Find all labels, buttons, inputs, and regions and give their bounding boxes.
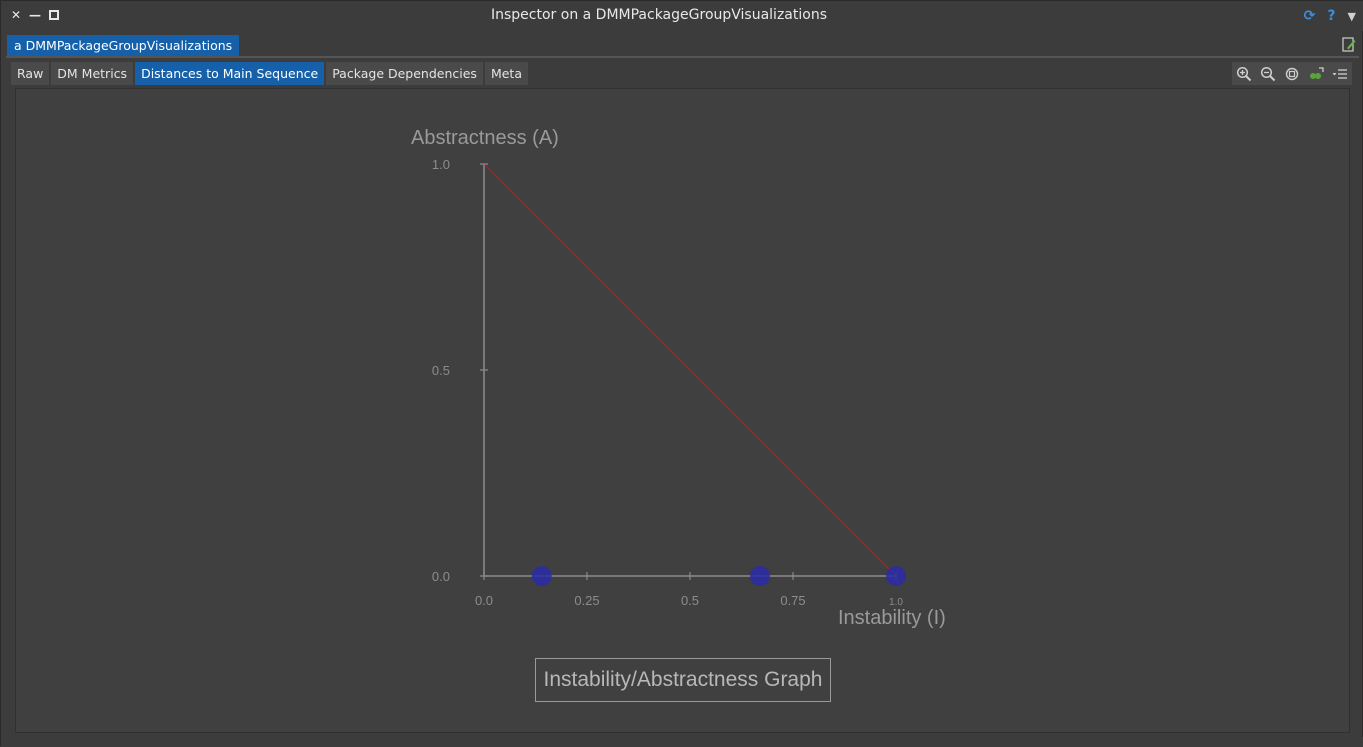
tab-strip-divider — [6, 56, 1359, 58]
main-sequence-line — [483, 163, 897, 577]
zoom-fit-icon[interactable] — [1284, 66, 1300, 82]
x-tick-label: 1.0 — [889, 597, 903, 608]
inspector-tab-strip: a DMMPackageGroupVisualizations — [6, 34, 1359, 56]
x-tick-label: 0.5 — [681, 593, 699, 608]
zoom-in-icon[interactable] — [1236, 66, 1252, 82]
zoom-out-icon[interactable] — [1260, 66, 1276, 82]
window-bottom-edge — [1, 737, 1363, 747]
tab-distances-to-main-sequence[interactable]: Distances to Main Sequence — [135, 62, 325, 85]
x-axis-label: Instability (I) — [838, 607, 946, 629]
title-bar: ✕ — Inspector on a DMMPackageGroupVisual… — [1, 1, 1363, 31]
refresh-icon[interactable]: ⟳ — [1303, 8, 1316, 24]
export-icon[interactable] — [1308, 66, 1324, 82]
visualization-canvas[interactable]: Abstractness (A) Instability (I) 1.0 0.5 0… — [15, 88, 1350, 733]
tab-dm-metrics[interactable]: DM Metrics — [51, 62, 134, 85]
minimize-button[interactable]: — — [29, 8, 41, 22]
canvas-toolbar — [1232, 62, 1352, 85]
y-tick-label: 0.5 — [432, 363, 450, 378]
graph-title-button[interactable]: Instability/Abstractness Graph — [535, 658, 831, 702]
x-tick-label: 0.25 — [574, 593, 599, 608]
data-point — [531, 566, 552, 586]
y-tick-label: 1.0 — [432, 157, 450, 172]
window-actions: ⟳ ? ▼ — [1304, 8, 1356, 24]
data-point — [886, 566, 906, 586]
tab-meta[interactable]: Meta — [484, 62, 528, 85]
plot-area: 1.0 0.5 0.0 0.0 0.25 0.5 0.75 1.0 — [432, 157, 906, 608]
maximize-icon — [49, 10, 59, 20]
maximize-button[interactable] — [47, 8, 61, 22]
help-icon[interactable]: ? — [1327, 8, 1336, 24]
tab-package-dependencies[interactable]: Package Dependencies — [326, 62, 483, 85]
data-point — [750, 566, 771, 586]
window-title: Inspector on a DMMPackageGroupVisualizat… — [491, 7, 827, 23]
menu-icon[interactable] — [1332, 66, 1348, 82]
x-tick-label: 0.75 — [780, 593, 805, 608]
x-tick-label: 0.0 — [475, 593, 493, 608]
y-axis-label: Abstractness (A) — [411, 127, 559, 149]
close-button[interactable]: ✕ — [10, 8, 22, 22]
window-menu-icon[interactable]: ▼ — [1347, 9, 1356, 23]
view-tabs: Raw DM Metrics Distances to Main Sequenc… — [11, 62, 528, 85]
instability-abstractness-chart: Abstractness (A) Instability (I) 1.0 0.5 0… — [411, 127, 946, 629]
y-tick-label: 0.0 — [432, 569, 450, 584]
inspector-object-tab[interactable]: a DMMPackageGroupVisualizations — [7, 35, 240, 56]
tab-raw[interactable]: Raw — [11, 62, 50, 85]
edit-icon[interactable] — [1342, 37, 1356, 52]
